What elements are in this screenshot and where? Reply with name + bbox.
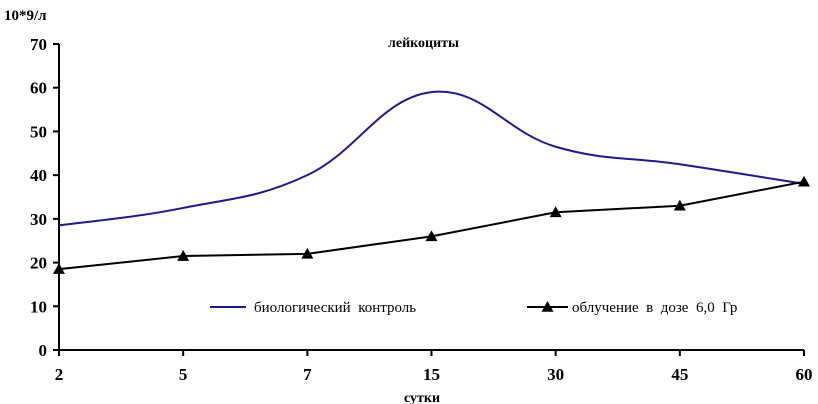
x-tick-label: 45 — [671, 365, 688, 384]
data-point-marker — [798, 175, 810, 187]
x-tick-label: 15 — [423, 365, 440, 384]
data-point-marker — [301, 247, 314, 259]
y-tick-label: 70 — [30, 35, 47, 54]
y-tick-label: 20 — [30, 254, 47, 273]
series-line — [58, 180, 805, 271]
y-tick-label: 0 — [39, 341, 48, 360]
y-tick-label: 30 — [30, 210, 47, 229]
data-point-marker — [53, 263, 65, 274]
chart-title: лейкоциты — [388, 36, 459, 51]
legend-item: облучение в дозе 6,0 Гр — [527, 300, 737, 316]
x-tick-label: 60 — [796, 365, 813, 384]
y-tick-label: 10 — [30, 297, 47, 316]
series-line — [58, 90, 805, 227]
y-ticks: 0 10 20 30 40 50 60 70 — [30, 35, 59, 360]
legend-item: биологический контроль — [210, 300, 416, 316]
legend-marker — [541, 301, 554, 312]
data-point-marker — [549, 206, 562, 218]
x-axis-label: сутки — [404, 391, 440, 404]
x-tick-label: 5 — [179, 365, 188, 384]
y-tick-label: 50 — [30, 122, 47, 141]
y-axis-label: 10*9/л — [4, 8, 47, 24]
y-tick-label: 40 — [30, 166, 47, 185]
x-ticks: 2 5 7 15 30 45 60 — [55, 350, 813, 384]
data-point-marker — [177, 250, 190, 261]
data-point-marker — [425, 230, 438, 242]
series-2 — [53, 175, 810, 274]
legend-label: биологический контроль — [254, 300, 416, 316]
x-tick-label: 7 — [303, 365, 312, 384]
data-point-marker — [673, 199, 686, 211]
legend: биологический контроль облучение в дозе 6… — [210, 300, 737, 316]
series-layer — [53, 90, 810, 274]
x-tick-label: 30 — [547, 365, 564, 384]
legend-label: облучение в дозе 6,0 Гр — [572, 300, 737, 316]
x-tick-label: 2 — [55, 365, 64, 384]
series-1 — [58, 90, 805, 227]
y-tick-label: 60 — [30, 79, 47, 98]
